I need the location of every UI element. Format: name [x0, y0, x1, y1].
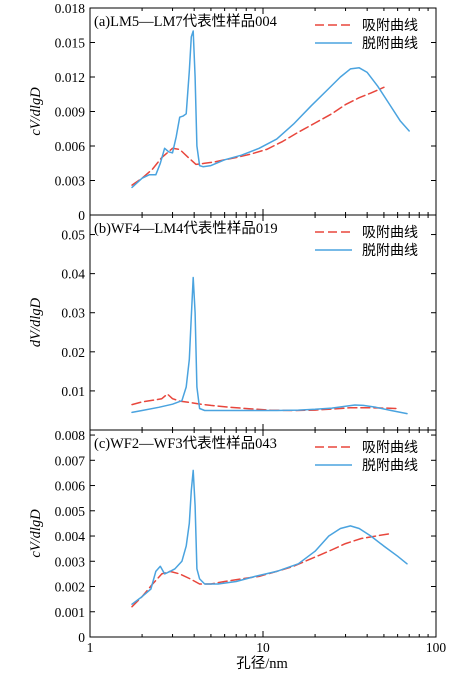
x-tick-label: 100 — [426, 640, 447, 655]
legend-label: 吸附曲线 — [362, 225, 418, 241]
x-axis-label: 孔径/nm — [236, 655, 288, 672]
y-tick-label: 0.003 — [55, 554, 86, 569]
y-tick-label: 0.04 — [61, 267, 85, 282]
y-tick-label: 0.006 — [55, 139, 86, 154]
desorption-curve — [131, 469, 408, 605]
y-tick-label: 0.018 — [55, 1, 86, 16]
y-tick-label: 0 — [78, 630, 85, 645]
y-axis-label: dV/dlgD — [28, 297, 44, 347]
legend-label: 脱附曲线 — [362, 458, 418, 474]
desorption-curve — [131, 30, 410, 189]
x-tick-label: 1 — [87, 640, 94, 655]
legend-label: 吸附曲线 — [362, 440, 418, 456]
y-tick-label: 0.006 — [55, 479, 86, 494]
y-tick-label: 0.001 — [55, 605, 85, 620]
panel-title: (c)WF2—WF3代表性样品043 — [94, 435, 277, 452]
y-tick-label: 0.015 — [55, 36, 86, 51]
y-tick-label: 0.012 — [55, 70, 85, 85]
x-tick-label: 10 — [256, 640, 270, 655]
y-tick-label: 0.005 — [55, 504, 86, 519]
legend-label: 吸附曲线 — [362, 18, 418, 34]
desorption-curve — [131, 276, 408, 415]
y-tick-label: 0 — [78, 208, 85, 223]
y-tick-label: 0.007 — [55, 453, 86, 468]
adsorption-curve — [131, 532, 392, 608]
panel-a: 0 0.003 0.006 0.009 0.012 0.015 0.018 (a)LM5—LM… — [28, 1, 437, 223]
adsorption-curve — [131, 86, 385, 186]
y-tick-label: 0.004 — [55, 529, 86, 544]
y-tick-label: 0.008 — [55, 428, 86, 443]
panel-title: (a)LM5—LM7代表性样品004 — [94, 13, 278, 30]
y-tick-label: 0.03 — [61, 306, 85, 321]
y-tick-label: 0.009 — [55, 105, 86, 120]
legend-label: 脱附曲线 — [362, 36, 418, 52]
y-tick-label: 0.02 — [61, 345, 85, 360]
y-tick-label: 0.002 — [55, 580, 85, 595]
panel-b: 0.01 0.02 0.03 0.04 0.05 (b)WF4—LM4代表性样品019 吸附… — [28, 214, 437, 431]
y-tick-label: 0.003 — [55, 174, 86, 189]
y-tick-label: 0.01 — [61, 384, 85, 399]
y-axis-label: cV/dlgD — [28, 509, 44, 558]
y-tick-label: 0.05 — [61, 228, 85, 243]
panel-title: (b)WF4—LM4代表性样品019 — [94, 220, 278, 237]
legend-label: 脱附曲线 — [362, 243, 418, 259]
adsorption-curve — [131, 393, 399, 412]
y-axis-label: cV/dlgD — [28, 87, 44, 136]
panel-c: 0 0.001 0.002 0.003 0.004 0.005 0.006 0.007 0.00… — [28, 428, 437, 645]
